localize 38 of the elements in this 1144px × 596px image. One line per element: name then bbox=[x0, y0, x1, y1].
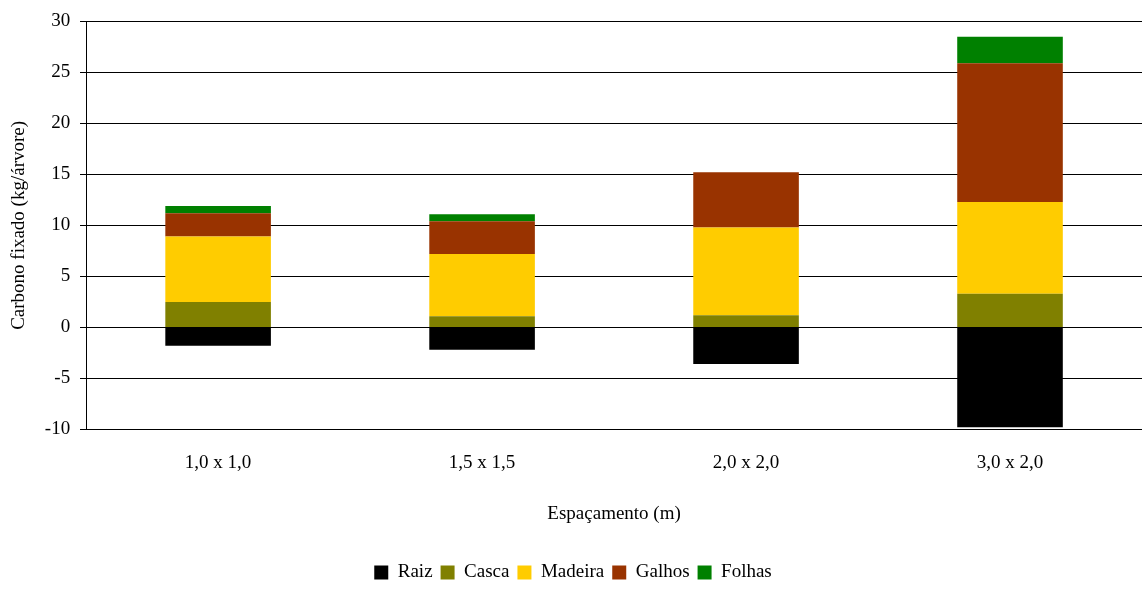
bar bbox=[165, 213, 271, 237]
bar bbox=[165, 206, 271, 214]
bar bbox=[693, 315, 799, 327]
y-tick-label: 20 bbox=[51, 111, 71, 133]
bar bbox=[165, 236, 271, 302]
legend-label: Madeira bbox=[540, 560, 605, 582]
bar bbox=[957, 201, 1063, 294]
bar bbox=[957, 63, 1063, 202]
bar bbox=[429, 316, 535, 327]
bar bbox=[693, 327, 799, 365]
bar bbox=[957, 293, 1063, 327]
bar bbox=[429, 214, 535, 222]
bar bbox=[429, 221, 535, 254]
y-axis-title: Carbono fixado (kg/árvore) bbox=[7, 120, 30, 330]
y-tick-label: -5 bbox=[54, 366, 71, 388]
y-tick-label: 0 bbox=[60, 315, 71, 337]
x-tick-label: 1,0 x 1,0 bbox=[184, 450, 252, 472]
y-tick-label: 30 bbox=[51, 9, 71, 31]
y-tick-label: 25 bbox=[51, 60, 71, 82]
y-tick-label: 5 bbox=[60, 264, 71, 286]
legend-label: Folhas bbox=[721, 560, 772, 582]
bar bbox=[693, 172, 799, 228]
legend-label: Raiz bbox=[397, 560, 433, 582]
y-tick-label: 15 bbox=[51, 162, 71, 184]
y-tick-label: -10 bbox=[44, 417, 71, 439]
bar bbox=[429, 253, 535, 317]
x-tick-label: 3,0 x 2,0 bbox=[976, 450, 1044, 472]
y-tick-label: 10 bbox=[51, 213, 71, 235]
bar bbox=[165, 327, 271, 346]
bar bbox=[429, 327, 535, 350]
legend-label: Galhos bbox=[635, 560, 690, 582]
legend-label: Casca bbox=[464, 560, 511, 582]
bar bbox=[957, 36, 1063, 64]
bar bbox=[165, 301, 271, 327]
x-tick-label: 2,0 x 2,0 bbox=[712, 450, 780, 472]
x-axis-title: Espaçamento (m) bbox=[547, 501, 681, 524]
bar bbox=[693, 227, 799, 316]
x-tick-label: 1,5 x 1,5 bbox=[448, 450, 516, 472]
